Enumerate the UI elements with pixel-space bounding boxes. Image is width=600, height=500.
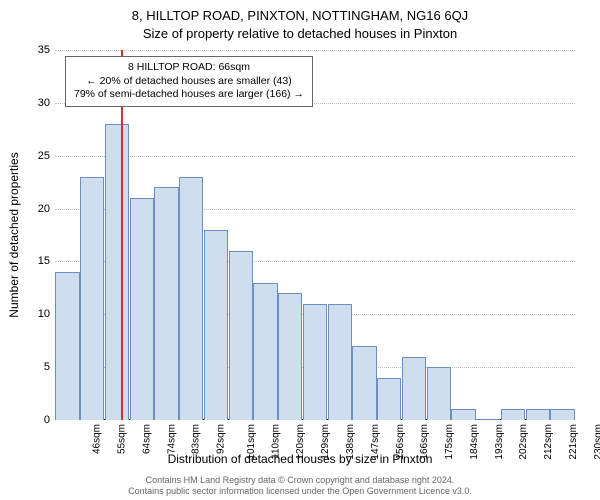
histogram-bar xyxy=(352,346,376,420)
y-tick-label: 0 xyxy=(44,414,50,426)
x-tick-label: 46sqm xyxy=(92,424,103,454)
y-tick-label: 20 xyxy=(38,203,50,215)
y-tick-label: 5 xyxy=(44,361,50,373)
footer-line-1: Contains HM Land Registry data © Crown c… xyxy=(0,475,600,486)
histogram-bar xyxy=(328,304,352,420)
histogram-bar xyxy=(253,283,277,420)
x-tick-label: 83sqm xyxy=(191,424,202,454)
chart-subtitle: Size of property relative to detached ho… xyxy=(0,26,600,41)
footer-line-2: Contains public sector information licen… xyxy=(0,486,600,497)
x-axis-label: Distribution of detached houses by size … xyxy=(0,452,600,466)
annotation-line-1: 8 HILLTOP ROAD: 66sqm xyxy=(74,61,304,75)
histogram-bar xyxy=(229,251,253,420)
histogram-bar xyxy=(303,304,327,420)
histogram-bar xyxy=(130,198,154,420)
chart-title-address: 8, HILLTOP ROAD, PINXTON, NOTTINGHAM, NG… xyxy=(0,8,600,23)
histogram-bar xyxy=(105,124,129,420)
histogram-bar xyxy=(476,419,500,420)
histogram-bar xyxy=(179,177,203,420)
histogram-bar xyxy=(451,409,475,420)
x-tick-label: 74sqm xyxy=(166,424,177,454)
histogram-bar xyxy=(501,409,525,420)
x-tick-label: 55sqm xyxy=(117,424,128,454)
x-tick-label: 92sqm xyxy=(216,424,227,454)
histogram-bar xyxy=(526,409,550,420)
histogram-bar xyxy=(550,409,574,420)
annotation-line-2: ← 20% of detached houses are smaller (43… xyxy=(74,75,304,89)
x-tick-label: 64sqm xyxy=(141,424,152,454)
property-size-chart: 8, HILLTOP ROAD, PINXTON, NOTTINGHAM, NG… xyxy=(0,0,600,500)
histogram-bar xyxy=(427,367,451,420)
histogram-bar xyxy=(55,272,79,420)
y-axis-label: Number of detached properties xyxy=(7,50,21,420)
annotation-box: 8 HILLTOP ROAD: 66sqm ← 20% of detached … xyxy=(65,56,313,107)
gridline xyxy=(55,156,575,157)
y-tick-label: 35 xyxy=(38,44,50,56)
histogram-bar xyxy=(80,177,104,420)
footer-attribution: Contains HM Land Registry data © Crown c… xyxy=(0,475,600,497)
histogram-bar xyxy=(278,293,302,420)
annotation-line-3: 79% of semi-detached houses are larger (… xyxy=(74,88,304,102)
y-tick-label: 15 xyxy=(38,255,50,267)
y-tick-label: 30 xyxy=(38,97,50,109)
gridline xyxy=(55,50,575,51)
y-tick-label: 25 xyxy=(38,150,50,162)
y-tick-label: 10 xyxy=(38,308,50,320)
histogram-bar xyxy=(204,230,228,420)
histogram-bar xyxy=(154,187,178,420)
histogram-bar xyxy=(377,378,401,420)
histogram-bar xyxy=(402,357,426,420)
